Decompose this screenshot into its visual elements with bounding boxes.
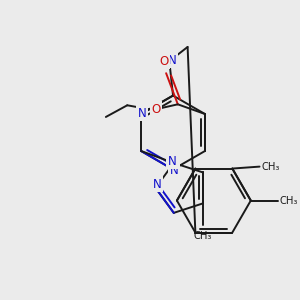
Text: O: O [152,103,161,116]
Text: CH₃: CH₃ [194,231,212,241]
Text: N: N [167,154,176,167]
Text: CH₃: CH₃ [262,162,280,172]
Text: O: O [160,55,169,68]
Text: N: N [169,164,178,177]
Text: H: H [158,56,166,66]
Text: CH₃: CH₃ [280,196,298,206]
Text: N: N [153,178,162,190]
Text: N: N [168,54,176,67]
Text: N: N [138,106,146,120]
